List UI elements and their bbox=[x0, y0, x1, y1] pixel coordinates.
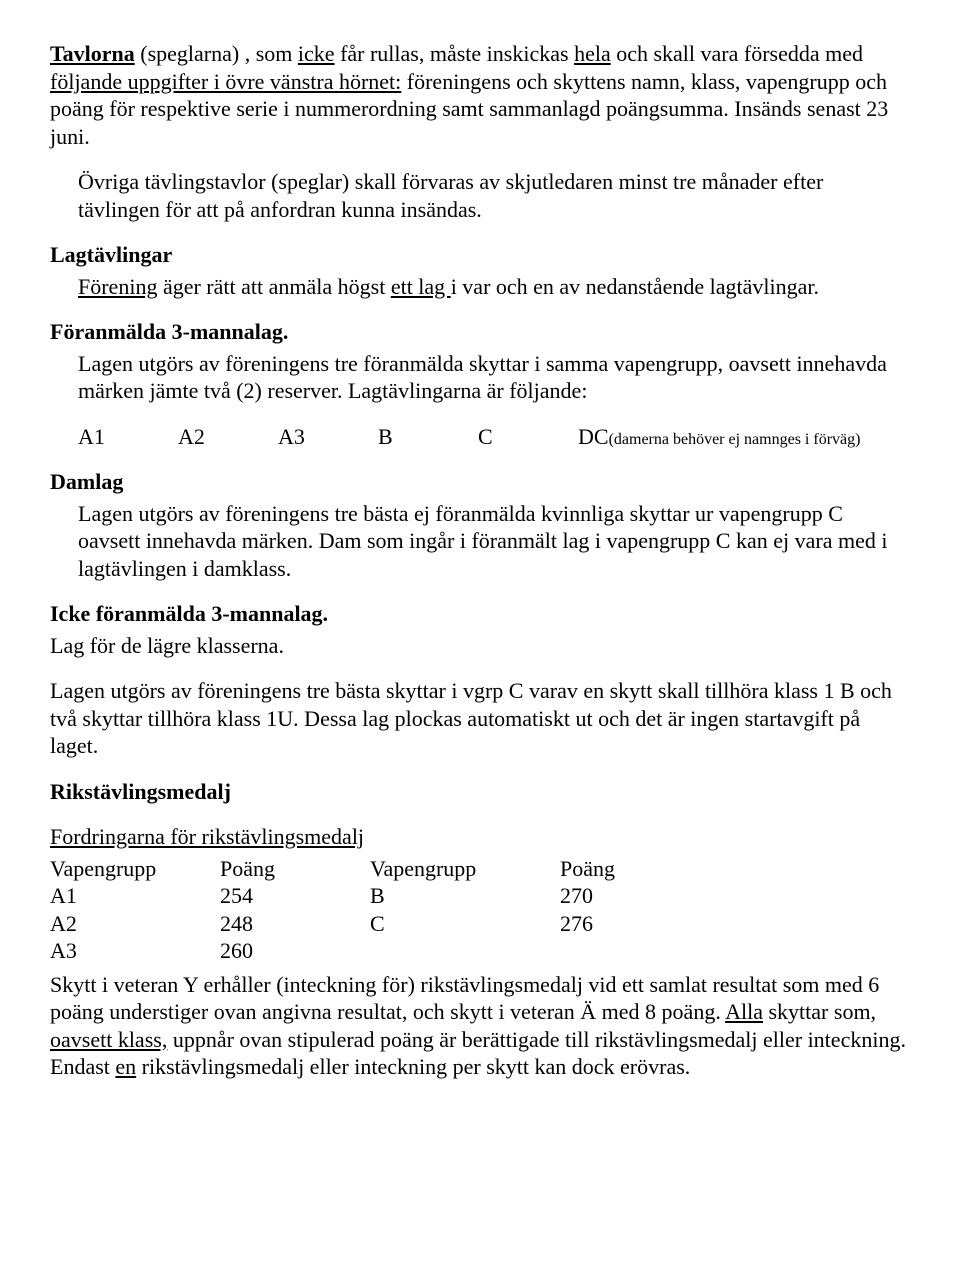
th2: Poäng bbox=[220, 855, 370, 883]
r2c4: 276 bbox=[560, 910, 655, 938]
t1b: (speglarna) , som bbox=[135, 41, 298, 66]
cell-a3: A3 bbox=[278, 423, 378, 451]
t1f: och skall vara försedda med bbox=[611, 41, 863, 66]
vapengrupp-row: A1 A2 A3 B C DC (damerna behöver ej namn… bbox=[50, 423, 910, 451]
t1e: hela bbox=[574, 41, 611, 66]
dc-label: DC bbox=[578, 423, 609, 451]
r3c1: A3 bbox=[50, 937, 220, 965]
dc-note: (damerna behöver ej namnges i förväg) bbox=[609, 430, 861, 450]
heading-icke: Icke föranmälda 3-mannalag. bbox=[50, 600, 910, 628]
table-row: A3 260 bbox=[50, 937, 655, 965]
p3c: ett lag bbox=[391, 274, 451, 299]
p8c: skyttar som, bbox=[763, 999, 876, 1024]
heading-lagtavlingar: Lagtävlingar bbox=[50, 241, 910, 269]
tavlorna-u1: Tavlorna bbox=[50, 41, 135, 66]
t1g: följande uppgifter i övre vänstra hörnet… bbox=[50, 69, 401, 94]
r3c2: 260 bbox=[220, 937, 370, 965]
p3b: äger rätt att anmäla högst bbox=[157, 274, 390, 299]
th4: Poäng bbox=[560, 855, 655, 883]
p8g: rikstävlingsmedalj eller inteckning per … bbox=[136, 1054, 690, 1079]
heading-foranmalda: Föranmälda 3-mannalag. bbox=[50, 318, 910, 346]
p8b: Alla bbox=[725, 999, 763, 1024]
paragraph-skytt: Skytt i veteran Y erhåller (inteckning f… bbox=[50, 971, 910, 1081]
paragraph-lagen2: Lagen utgörs av föreningens tre bästa sk… bbox=[50, 677, 910, 760]
heading-damlag: Damlag bbox=[50, 468, 910, 496]
cell-a2: A2 bbox=[178, 423, 278, 451]
heading-rikstavlingsmedalj: Rikstävlingsmedalj bbox=[50, 778, 910, 806]
r1c2: 254 bbox=[220, 882, 370, 910]
t1d: får rullas, måste inskickas bbox=[335, 41, 575, 66]
r2c2: 248 bbox=[220, 910, 370, 938]
paragraph-tavlorna: Tavlorna (speglarna) , som icke får rull… bbox=[50, 40, 910, 150]
t1c: icke bbox=[298, 41, 335, 66]
paragraph-lagen1: Lagen utgörs av föreningens tre föranmäl… bbox=[50, 350, 910, 405]
table-row: A1 254 B 270 bbox=[50, 882, 655, 910]
p3a: Förening bbox=[78, 274, 157, 299]
p8d: oavsett klass, bbox=[50, 1027, 167, 1052]
table-row: A2 248 C 276 bbox=[50, 910, 655, 938]
paragraph-damlag: Lagen utgörs av föreningens tre bästa ej… bbox=[50, 500, 910, 583]
cell-a1: A1 bbox=[78, 423, 178, 451]
r1c4: 270 bbox=[560, 882, 655, 910]
r2c1: A2 bbox=[50, 910, 220, 938]
heading-fordringarna: Fordringarna för rikstävlingsmedalj bbox=[50, 823, 910, 851]
medal-table: Vapengrupp Poäng Vapengrupp Poäng A1 254… bbox=[50, 855, 655, 965]
paragraph-ovriga: Övriga tävlingstavlor (speglar) skall fö… bbox=[50, 168, 910, 223]
th1: Vapengrupp bbox=[50, 855, 220, 883]
table-row: Vapengrupp Poäng Vapengrupp Poäng bbox=[50, 855, 655, 883]
cell-dc: DC (damerna behöver ej namnges i förväg) bbox=[578, 423, 860, 451]
r1c3: B bbox=[370, 882, 560, 910]
r3c3 bbox=[370, 937, 560, 965]
th3: Vapengrupp bbox=[370, 855, 560, 883]
cell-b: B bbox=[378, 423, 478, 451]
r2c3: C bbox=[370, 910, 560, 938]
p8f: en bbox=[115, 1054, 136, 1079]
cell-c: C bbox=[478, 423, 578, 451]
paragraph-lagre: Lag för de lägre klasserna. bbox=[50, 632, 910, 660]
r3c4 bbox=[560, 937, 655, 965]
r1c1: A1 bbox=[50, 882, 220, 910]
p3d: i var och en av nedanstående lagtävlinga… bbox=[451, 274, 819, 299]
paragraph-forening: Förening äger rätt att anmäla högst ett … bbox=[50, 273, 910, 301]
